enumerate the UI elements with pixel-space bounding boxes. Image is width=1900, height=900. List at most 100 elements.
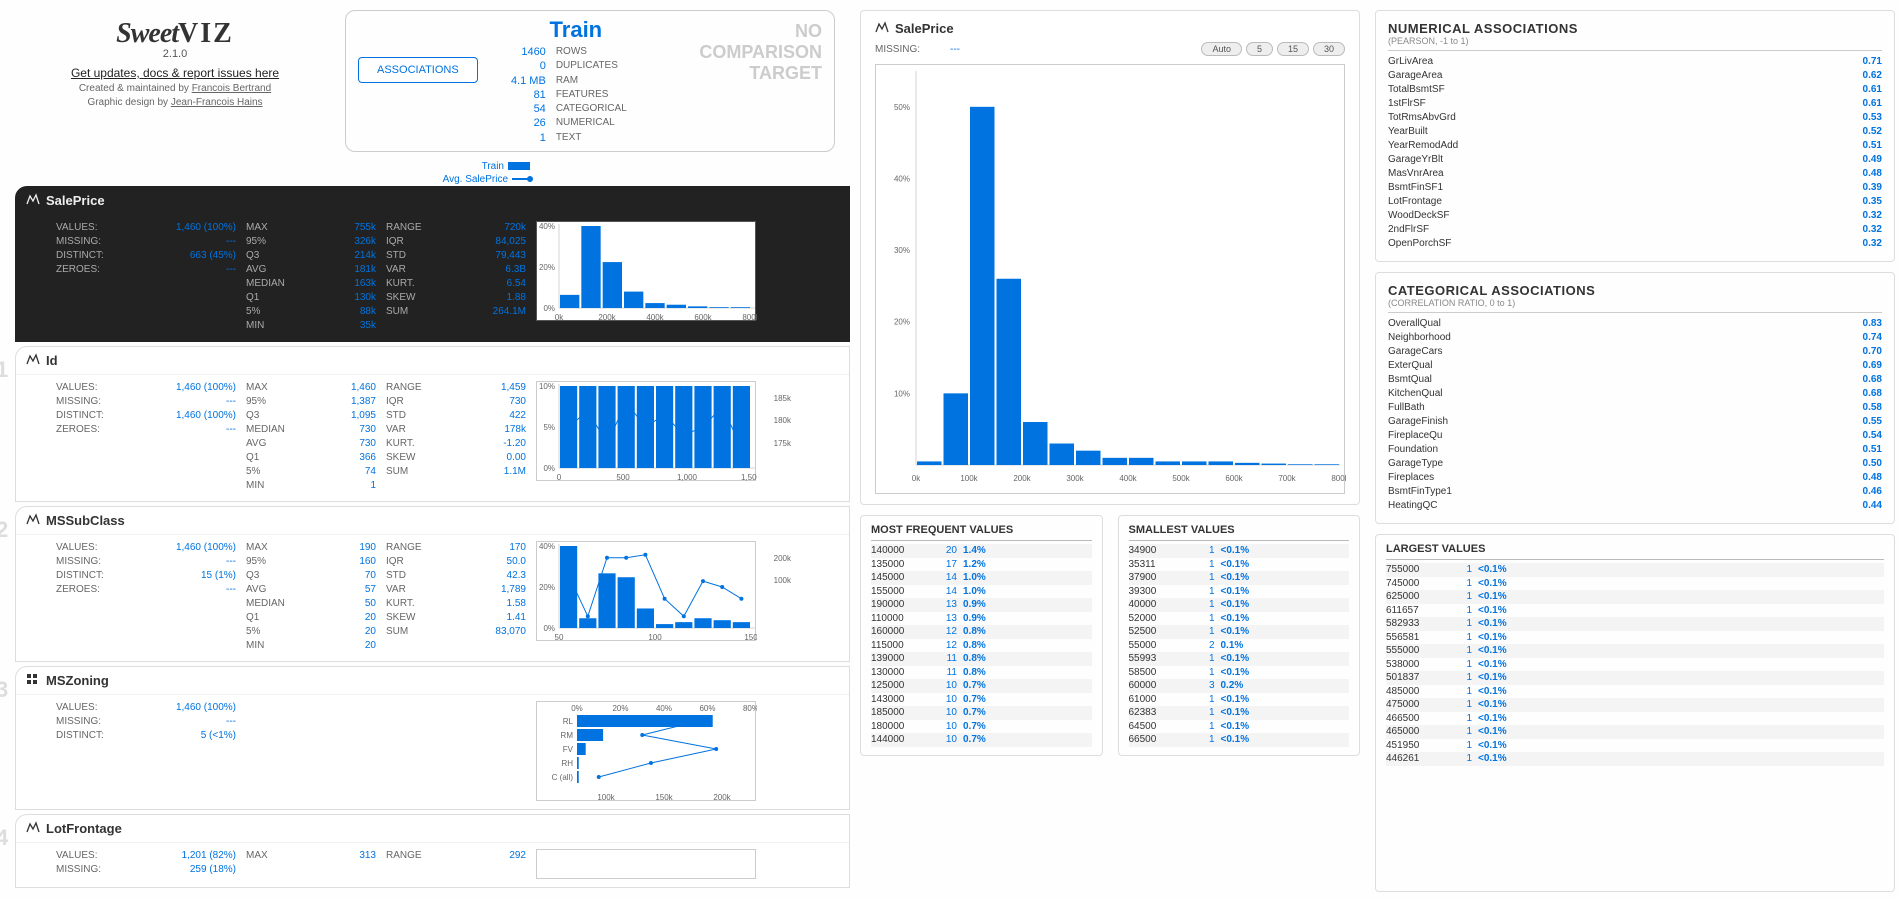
svg-text:20%: 20%: [539, 583, 555, 592]
svg-text:50%: 50%: [894, 103, 910, 112]
feature-card[interactable]: 2 MSSubClass VALUES:1,460 (100%)MISSING:…: [15, 506, 850, 662]
feature-mini-chart: 0%5%10%185k180k175k05001,0001,500185k180…: [536, 381, 756, 481]
association-row: YearBuilt0.52: [1388, 125, 1882, 139]
value-row: 5380001<0.1%: [1386, 658, 1884, 672]
numeric-icon: [26, 353, 40, 368]
stats-quantiles: MAX755k 95%326k Q3214k AVG181k MEDIAN163…: [246, 221, 376, 333]
feature-name: MSSubClass: [46, 513, 125, 528]
assoc-num-subtitle: (PEARSON, -1 to 1): [1388, 36, 1882, 46]
association-row: LotFrontage0.35: [1388, 195, 1882, 209]
value-list: SMALLEST VALUES349001<0.1%353111<0.1%379…: [1118, 515, 1361, 756]
svg-text:20%: 20%: [894, 318, 910, 327]
designer-link[interactable]: Jean-Francois Hains: [171, 97, 263, 108]
value-row: 525001<0.1%: [1129, 625, 1350, 639]
numeric-icon: [875, 21, 889, 36]
svg-text:500k: 500k: [1172, 474, 1190, 483]
value-row: 559931<0.1%: [1129, 652, 1350, 666]
svg-text:0k: 0k: [555, 313, 564, 322]
value-row: 144000100.7%: [871, 733, 1092, 747]
stats-basic: VALUES:1,460 (100%)MISSING:--- DISTINCT:…: [56, 541, 236, 653]
association-row: GarageArea0.62: [1388, 69, 1882, 83]
svg-text:400k: 400k: [646, 313, 664, 322]
numeric-icon: [26, 821, 40, 836]
value-row: 5500020.1%: [1129, 639, 1350, 653]
association-row: HeatingQC0.44: [1388, 499, 1882, 513]
bin-button[interactable]: 30: [1313, 42, 1345, 56]
numeric-icon: [26, 193, 40, 208]
main-histogram: 10%20%30%40%50%0k100k200k300k400k500k600…: [875, 64, 1345, 494]
svg-text:60%: 60%: [699, 704, 715, 713]
svg-text:150: 150: [744, 633, 757, 642]
value-row: 379001<0.1%: [1129, 571, 1350, 585]
author-link[interactable]: Francois Bertrand: [192, 83, 271, 94]
svg-text:200k: 200k: [1013, 474, 1031, 483]
detail-title: SalePrice: [875, 21, 1345, 36]
bin-button[interactable]: 5: [1246, 42, 1273, 56]
associations-button[interactable]: ASSOCIATIONS: [358, 57, 478, 83]
stats-quantiles: MAX1,460 95%1,387 Q31,095 MEDIAN730 AVG7…: [246, 381, 376, 493]
feature-index: 4: [0, 825, 8, 851]
svg-text:400k: 400k: [1119, 474, 1137, 483]
bin-button[interactable]: 15: [1277, 42, 1309, 56]
svg-text:20%: 20%: [612, 704, 628, 713]
value-row: 5550001<0.1%: [1386, 644, 1884, 658]
association-row: OpenPorchSF0.32: [1388, 237, 1882, 251]
svg-text:300k: 300k: [1066, 474, 1084, 483]
feature-card[interactable]: 1 Id VALUES:1,460 (100%)MISSING:--- DIST…: [15, 346, 850, 502]
value-row: 610001<0.1%: [1129, 693, 1350, 707]
value-row: 135000171.2%: [871, 558, 1092, 572]
stats-quantiles: MAX190 95%160 Q370 AVG57 MEDIAN50 Q120 5…: [246, 541, 376, 653]
feature-card[interactable]: SalePrice VALUES:1,460 (100%)MISSING:---…: [15, 186, 850, 342]
association-row: BsmtQual0.68: [1388, 373, 1882, 387]
numerical-associations-panel: NUMERICAL ASSOCIATIONS (PEARSON, -1 to 1…: [1375, 10, 1895, 262]
svg-text:0: 0: [557, 473, 562, 482]
svg-text:RH: RH: [561, 759, 573, 768]
association-row: YearRemodAdd0.51: [1388, 139, 1882, 153]
feature-detail-panel: SalePrice MISSING:--- Auto51530 10%20%30…: [860, 10, 1360, 505]
value-list-title: SMALLEST VALUES: [1129, 524, 1350, 536]
summary-stats: Train 1460ROWS0DUPLICATES4.1 MBRAM81FEAT…: [491, 17, 661, 145]
value-row: 645001<0.1%: [1129, 720, 1350, 734]
header-row: SweetVIZ 2.1.0 Get updates, docs & repor…: [15, 10, 850, 152]
value-row: 4650001<0.1%: [1386, 725, 1884, 739]
value-list: MOST FREQUENT VALUES140000201.4%13500017…: [860, 515, 1103, 756]
value-row: 5829331<0.1%: [1386, 617, 1884, 631]
value-row: 185000100.7%: [871, 706, 1092, 720]
feature-header: LotFrontage: [16, 815, 849, 843]
association-row: BsmtFinType10.46: [1388, 485, 1882, 499]
stats-basic: VALUES:1,460 (100%)MISSING:--- DISTINCT:…: [56, 381, 236, 493]
value-row: 5565811<0.1%: [1386, 631, 1884, 645]
bin-button[interactable]: Auto: [1201, 42, 1242, 56]
feature-mini-chart: 0%20%40%60%80%RLRMFVRHC (all)100k150k200…: [536, 701, 756, 801]
value-row: 4462611<0.1%: [1386, 752, 1884, 766]
chart-legend: Train Avg. SalePrice: [15, 160, 850, 186]
value-row: 4519501<0.1%: [1386, 739, 1884, 753]
svg-text:500: 500: [616, 473, 630, 482]
feature-name: Id: [46, 353, 58, 368]
stats-basic: VALUES:1,460 (100%)MISSING:--- DISTINCT:…: [56, 221, 236, 333]
stats-basic: VALUES:1,201 (82%)MISSING:259 (18%): [56, 849, 236, 879]
svg-text:800k: 800k: [1331, 474, 1346, 483]
svg-text:0%: 0%: [571, 704, 583, 713]
stats-dispersion: RANGE170 IQR50.0 STD42.3 VAR1,789 KURT.1…: [386, 541, 526, 653]
feature-card[interactable]: 3 MSZoning VALUES:1,460 (100%)MISSING:--…: [15, 666, 850, 810]
svg-text:40%: 40%: [539, 222, 555, 231]
updates-link[interactable]: Get updates, docs & report issues here: [15, 66, 335, 80]
value-row: 349001<0.1%: [1129, 544, 1350, 558]
value-lists-row: MOST FREQUENT VALUES140000201.4%13500017…: [860, 515, 1360, 756]
logo-box: SweetVIZ 2.1.0 Get updates, docs & repor…: [15, 10, 335, 152]
stats-dispersion: [386, 701, 526, 801]
value-row: 623831<0.1%: [1129, 706, 1350, 720]
feature-card[interactable]: 4 LotFrontage VALUES:1,201 (82%)MISSING:…: [15, 814, 850, 888]
svg-text:0k: 0k: [912, 474, 921, 483]
svg-text:40%: 40%: [539, 542, 555, 551]
value-row: 665001<0.1%: [1129, 733, 1350, 747]
association-row: BsmtFinSF10.39: [1388, 181, 1882, 195]
svg-text:800k: 800k: [742, 313, 757, 322]
feature-mini-chart: 0%20%40%200k100k50100150200k100k: [536, 541, 756, 641]
value-row: 180000100.7%: [871, 720, 1092, 734]
association-row: KitchenQual0.68: [1388, 387, 1882, 401]
feature-index: 3: [0, 677, 8, 703]
svg-text:30%: 30%: [894, 246, 910, 255]
stats-dispersion: RANGE1,459 IQR730 STD422 VAR178k KURT.-1…: [386, 381, 526, 493]
